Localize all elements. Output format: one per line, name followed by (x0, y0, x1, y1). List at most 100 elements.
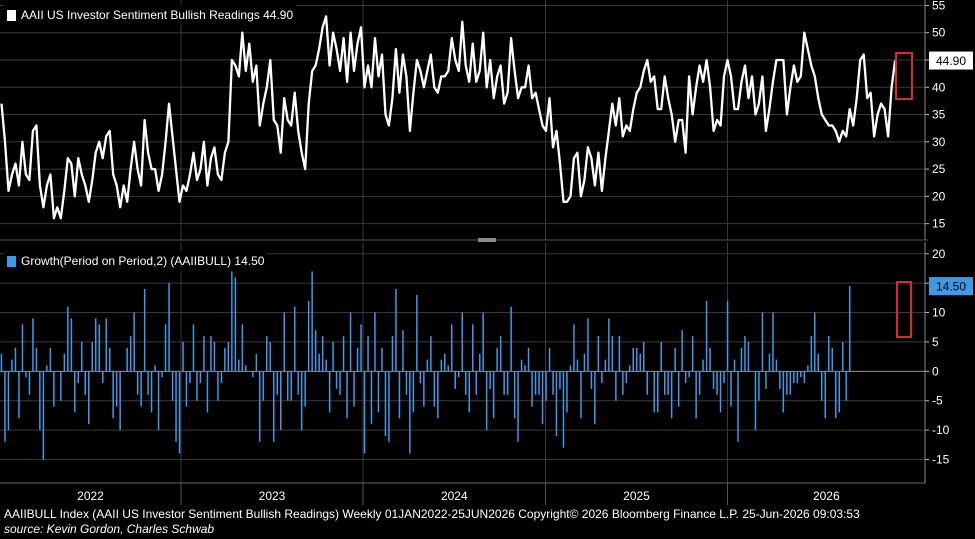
bar (506, 371, 509, 395)
bar (447, 365, 449, 372)
bar (280, 371, 282, 431)
bar (430, 336, 432, 372)
bar (775, 359, 778, 372)
bar (454, 371, 456, 389)
bar (723, 371, 725, 384)
bar (496, 347, 498, 372)
bar (185, 371, 188, 407)
bar (782, 371, 785, 413)
bar (566, 371, 568, 413)
x-axis: 2022 2023 2024 2025 2026 (0, 482, 925, 505)
bottom-value-tag-text: 14.50 (936, 280, 966, 294)
tick-label-55: 55 (932, 0, 946, 12)
bar (828, 336, 830, 372)
bar (562, 371, 565, 448)
bar (744, 336, 746, 372)
bar (583, 353, 586, 372)
bottom-legend-swatch (7, 255, 16, 267)
panel-resize-handle[interactable] (478, 238, 496, 242)
bar (503, 371, 505, 395)
bar (426, 359, 429, 372)
bar (210, 336, 212, 372)
bar (196, 371, 198, 401)
bar (821, 371, 823, 401)
bar (175, 371, 177, 442)
bar (4, 371, 6, 442)
bar (381, 347, 383, 372)
tick-label-35: 35 (932, 108, 946, 122)
bar (0, 353, 3, 372)
bar (234, 277, 237, 372)
bar (335, 371, 338, 389)
bar (664, 371, 666, 395)
bar (796, 371, 799, 384)
bar (105, 318, 107, 372)
bar (129, 336, 132, 372)
bar (262, 371, 264, 401)
bar (53, 371, 55, 407)
bar (758, 371, 760, 401)
bar (339, 371, 341, 395)
bar (541, 371, 544, 425)
bar (363, 371, 366, 454)
bar (178, 371, 181, 454)
bar (360, 324, 362, 372)
tick-label-5: 5 (932, 335, 939, 349)
bar (77, 371, 79, 384)
bar (597, 336, 600, 372)
bar (140, 371, 142, 407)
bar (559, 371, 561, 389)
bar (126, 347, 128, 372)
bar (84, 371, 86, 395)
bar (49, 347, 52, 372)
bar (510, 306, 512, 372)
bar (779, 371, 781, 389)
bar (374, 312, 376, 372)
bottom-legend: Growth(Period on Period,2) (AAIIBULL) 14… (4, 251, 268, 271)
bar (667, 371, 669, 395)
bar (398, 371, 401, 419)
bar (730, 371, 732, 407)
bar (150, 371, 153, 413)
bar (765, 371, 767, 389)
bottom-value-tag (929, 277, 973, 296)
tick-label-30: 30 (932, 135, 946, 149)
bar (608, 318, 610, 372)
bar (702, 359, 704, 372)
bottom-year-separators (180, 242, 729, 483)
bar (115, 371, 118, 407)
bar (39, 371, 41, 431)
bar (370, 371, 373, 425)
bar (838, 371, 840, 413)
tick-label--15: -15 (932, 452, 950, 466)
bar (88, 371, 90, 425)
bar (325, 359, 327, 372)
bar (849, 286, 851, 372)
bar (367, 336, 369, 372)
bar (227, 341, 230, 372)
tick-label-20: 20 (932, 247, 946, 261)
bar (332, 341, 334, 372)
bar (576, 359, 579, 372)
bar (157, 371, 160, 431)
bar (458, 371, 460, 378)
bar (21, 324, 24, 372)
bar (192, 324, 195, 372)
bar (102, 371, 104, 384)
bar (35, 347, 38, 372)
bar (182, 341, 184, 372)
bar (25, 371, 27, 378)
bar (74, 371, 76, 413)
bar (252, 371, 254, 378)
bottom-legend-label: Growth(Period on Period,2) (AAIIBULL) 14… (21, 254, 265, 268)
bar (789, 371, 792, 395)
bar (573, 324, 575, 372)
x-tick-label-2023: 2023 (259, 489, 286, 503)
tick-label-15: 15 (932, 217, 946, 231)
bar (587, 318, 589, 372)
tick-label-0: 0 (932, 364, 939, 378)
bar (485, 371, 488, 431)
bar (206, 371, 209, 413)
top-legend: AAII US Investor Sentiment Bullish Readi… (4, 5, 297, 25)
bar (245, 365, 247, 372)
